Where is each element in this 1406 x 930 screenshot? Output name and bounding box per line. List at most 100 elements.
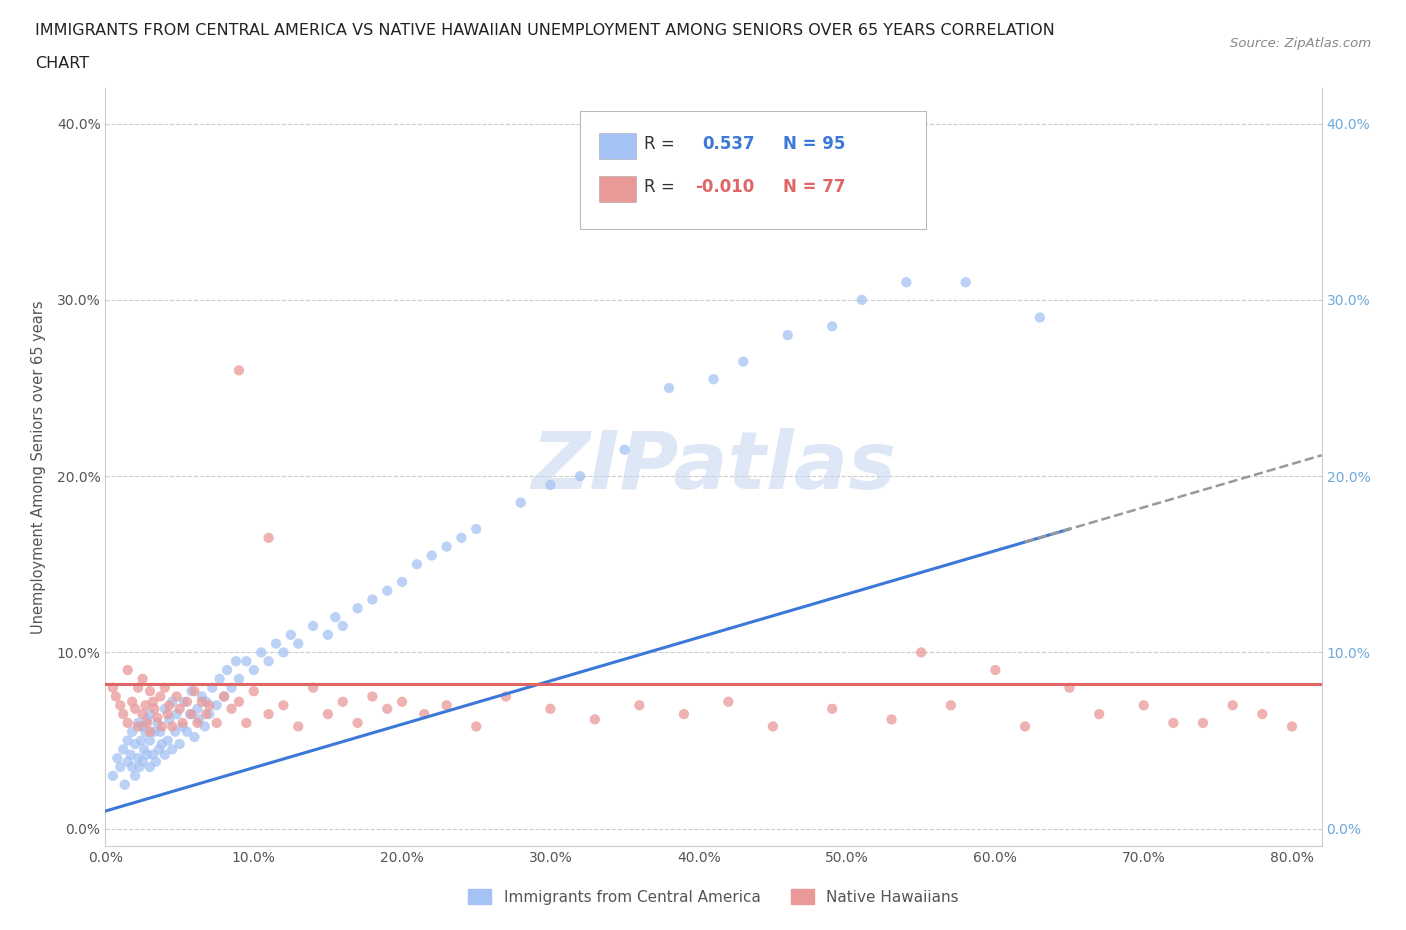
Point — [1163, 715, 1185, 730]
Point — [361, 689, 384, 704]
Point — [187, 712, 209, 727]
Point — [287, 636, 309, 651]
Point — [205, 715, 228, 730]
Point — [121, 695, 143, 710]
Text: ZIPatlas: ZIPatlas — [531, 429, 896, 506]
Point — [120, 747, 142, 762]
Point — [776, 327, 799, 342]
Point — [153, 701, 176, 716]
Point — [228, 671, 250, 686]
Point — [112, 707, 135, 722]
Point — [169, 737, 191, 751]
Point — [143, 724, 166, 739]
Point — [235, 715, 257, 730]
Point — [143, 701, 166, 716]
Point — [391, 575, 413, 590]
Point — [112, 742, 135, 757]
Point — [569, 469, 592, 484]
Point — [160, 695, 183, 710]
Point — [361, 592, 384, 607]
Point — [150, 737, 173, 751]
Point — [1281, 719, 1303, 734]
Point — [186, 715, 208, 730]
Point — [762, 719, 785, 734]
Point — [117, 662, 139, 677]
Point — [257, 530, 280, 545]
Point — [121, 760, 143, 775]
Point — [325, 610, 347, 625]
Point — [131, 754, 153, 769]
Point — [332, 695, 354, 710]
Point — [287, 719, 309, 734]
Point — [136, 747, 159, 762]
Point — [201, 680, 224, 695]
Point — [134, 698, 156, 712]
Point — [436, 698, 458, 712]
Point — [142, 695, 165, 710]
Text: R =: R = — [644, 135, 675, 153]
Point — [136, 715, 159, 730]
Point — [101, 768, 124, 783]
Point — [228, 695, 250, 710]
Point — [149, 724, 172, 739]
Text: Source: ZipAtlas.com: Source: ZipAtlas.com — [1230, 37, 1371, 50]
Point — [179, 707, 201, 722]
Point — [172, 719, 194, 734]
Point — [160, 719, 183, 734]
Point — [117, 754, 139, 769]
Point — [280, 628, 302, 643]
Point — [150, 719, 173, 734]
Point — [114, 777, 136, 792]
Point — [127, 751, 149, 765]
Point — [157, 698, 180, 712]
Text: 0.537: 0.537 — [703, 135, 755, 153]
Point — [316, 628, 339, 643]
Point — [157, 712, 180, 727]
Point — [194, 719, 217, 734]
Point — [346, 601, 368, 616]
Point — [538, 477, 561, 492]
Point — [821, 319, 844, 334]
Point — [273, 698, 295, 712]
Text: CHART: CHART — [35, 56, 89, 71]
Point — [195, 695, 218, 710]
Point — [583, 712, 606, 727]
Point — [127, 715, 149, 730]
Point — [183, 729, 205, 744]
Point — [302, 680, 325, 695]
Point — [235, 654, 257, 669]
Point — [242, 662, 264, 677]
Point — [1088, 707, 1111, 722]
Point — [851, 292, 873, 307]
Point — [127, 680, 149, 695]
Point — [131, 671, 153, 686]
Text: R =: R = — [644, 178, 675, 196]
Point — [375, 583, 398, 598]
Point — [136, 712, 159, 727]
Text: IMMIGRANTS FROM CENTRAL AMERICA VS NATIVE HAWAIIAN UNEMPLOYMENT AMONG SENIORS OV: IMMIGRANTS FROM CENTRAL AMERICA VS NATIV… — [35, 23, 1054, 38]
Point — [169, 701, 191, 716]
Point — [465, 522, 488, 537]
Point — [139, 684, 162, 698]
Point — [148, 742, 170, 757]
Point — [139, 724, 162, 739]
Point — [672, 707, 695, 722]
Point — [139, 733, 162, 748]
Point — [495, 689, 517, 704]
Point — [191, 689, 214, 704]
Point — [257, 654, 280, 669]
Point — [156, 707, 179, 722]
Point — [821, 701, 844, 716]
Point — [128, 760, 150, 775]
Point — [129, 733, 152, 748]
Point — [257, 707, 280, 722]
Point — [420, 548, 443, 563]
Point — [153, 680, 176, 695]
Point — [132, 742, 155, 757]
Point — [316, 707, 339, 722]
Point — [242, 684, 264, 698]
Point — [436, 539, 458, 554]
Point — [176, 724, 198, 739]
Point — [1014, 719, 1036, 734]
Point — [117, 733, 139, 748]
